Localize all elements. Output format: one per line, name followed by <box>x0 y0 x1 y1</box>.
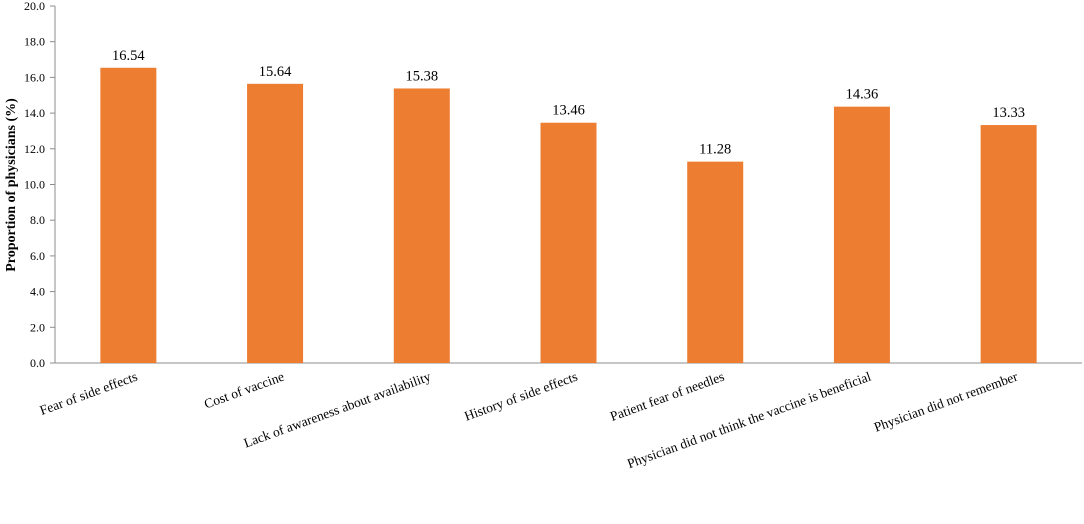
y-tick-label: 6.0 <box>30 249 45 263</box>
bar <box>393 88 450 363</box>
y-tick-label: 8.0 <box>30 213 45 227</box>
bar-value-label: 15.64 <box>259 64 292 80</box>
bar <box>833 106 890 363</box>
y-tick-label: 20.0 <box>24 0 45 13</box>
bar <box>540 122 597 363</box>
y-tick-label: 10.0 <box>24 178 45 192</box>
category-labels: Fear of side effects Cost of vaccineLack … <box>38 369 1021 472</box>
bar <box>100 67 157 364</box>
bar-value-label: 13.46 <box>552 103 585 119</box>
category-label: Cost of vaccine <box>202 369 286 412</box>
bar <box>687 161 744 363</box>
y-tick-label: 4.0 <box>30 285 45 299</box>
bars <box>100 67 1037 364</box>
bar <box>980 125 1037 363</box>
bar-value-label: 15.38 <box>405 68 438 84</box>
data-labels: 16.54 15.64 15.38 13.46 11.28 14.36 13.33 <box>112 48 1025 158</box>
category-label: History of side effects <box>462 369 579 424</box>
bar-value-label: 16.54 <box>112 48 145 64</box>
y-tick-label: 16.0 <box>24 70 45 84</box>
y-tick-label: 18.0 <box>24 35 45 49</box>
category-label: Patient fear of needles <box>608 369 726 424</box>
y-tick-label: 14.0 <box>24 106 45 120</box>
category-label: Physician did not think the vaccine is b… <box>625 369 873 472</box>
category-label: Fear of side effects <box>38 369 140 418</box>
bar-value-label: 13.33 <box>992 105 1025 121</box>
category-label: Physician did not remember <box>872 369 1020 435</box>
y-axis-title: Proportion of physicians (%) <box>4 98 19 272</box>
bar <box>247 83 304 364</box>
y-tick-label: 12.0 <box>24 142 45 156</box>
y-tick-label: 2.0 <box>30 320 45 334</box>
y-tick-label: 0.0 <box>30 356 45 370</box>
bar-value-label: 14.36 <box>846 87 879 103</box>
bar-value-label: 11.28 <box>699 142 731 158</box>
y-axis-ticks: 0.0 2.0 4.0 6.0 8.0 10.0 12.0 14.0 16.0 18.0 20.0 <box>24 0 55 370</box>
